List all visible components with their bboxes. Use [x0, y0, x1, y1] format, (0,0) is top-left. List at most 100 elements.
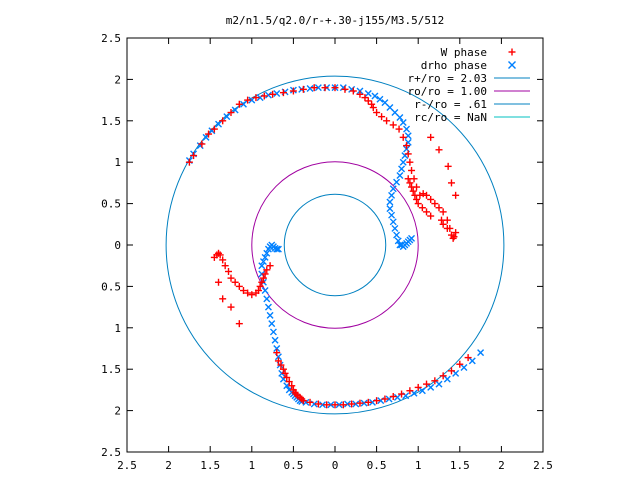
w-phase-point	[235, 320, 243, 328]
w-phase-point	[364, 97, 372, 105]
w-phase-point	[252, 94, 260, 102]
w-phase-point	[437, 216, 445, 224]
drho-phase-point	[443, 375, 451, 383]
drho-phase-point	[263, 249, 271, 257]
x-tick-label: 0	[332, 459, 339, 472]
w-phase-point	[452, 229, 460, 237]
w-phase-point	[205, 130, 213, 138]
drho-phase-point	[268, 320, 276, 328]
w-phase-point	[413, 195, 421, 203]
w-phase-point	[277, 361, 285, 369]
x-tick-label: 1	[248, 459, 255, 472]
w-phase-point	[279, 365, 287, 373]
w-phase-point	[431, 377, 439, 385]
data-points	[185, 84, 485, 409]
x-tick-label: 0.5	[283, 459, 303, 472]
w-phase-point	[435, 204, 443, 212]
w-phase-point	[323, 401, 331, 409]
drho-phase-point	[259, 258, 267, 266]
drho-phase-point	[399, 158, 407, 166]
drho-phase-point	[264, 303, 272, 311]
w-phase-point	[227, 109, 235, 117]
w-phase-point	[439, 208, 447, 216]
drho-phase-point	[393, 231, 401, 239]
drho-phase-point	[364, 89, 372, 97]
w-phase-point	[288, 382, 296, 390]
drho-phase-point	[261, 287, 269, 295]
w-phase-point	[259, 274, 267, 282]
w-phase-point	[283, 373, 291, 381]
w-phase-point	[369, 104, 377, 112]
w-phase-point	[219, 295, 227, 303]
w-phase-point	[414, 200, 422, 208]
drho-phase-point	[408, 234, 416, 242]
w-phase-point	[219, 117, 227, 125]
y-tick-label: 2.5	[101, 446, 121, 459]
w-phase-point	[261, 270, 269, 278]
w-phase-point	[314, 400, 322, 408]
drho-phase-point	[319, 401, 327, 409]
drho-phase-point	[335, 401, 343, 409]
w-phase-point	[279, 89, 287, 97]
w-phase-point	[285, 378, 293, 386]
w-phase-point	[450, 233, 458, 241]
drho-phase-point	[386, 198, 394, 206]
w-phase-point	[431, 200, 439, 208]
w-phase-point	[444, 162, 452, 170]
w-phase-point	[331, 84, 339, 92]
w-phase-point	[227, 303, 235, 311]
w-phase-point	[225, 267, 233, 275]
w-phase-point	[378, 113, 386, 121]
drho-phase-point	[427, 383, 435, 391]
drho-phase-point	[271, 336, 279, 344]
x-tick-label: 1.5	[200, 459, 220, 472]
x-tick-label: 2.5	[533, 459, 553, 472]
w-phase-point	[383, 117, 391, 125]
x-tick-label: 1	[415, 459, 422, 472]
drho-phase-point	[314, 84, 322, 92]
w-phase-point	[404, 150, 412, 158]
reference-circles	[165, 75, 505, 415]
x-tick-label: 0.5	[367, 459, 387, 472]
legend-label: r+/ro = 2.03	[408, 72, 487, 85]
drho-phase-point	[396, 171, 404, 179]
w-phase-point	[219, 256, 227, 264]
w-phase-point	[423, 208, 431, 216]
reference-circle	[283, 193, 387, 297]
w-phase-point	[427, 133, 435, 141]
y-tick-label: 1.5	[101, 363, 121, 376]
legend-label: drho phase	[421, 59, 487, 72]
w-phase-point	[356, 90, 364, 98]
x-tick-label: 2.5	[117, 459, 137, 472]
w-phase-point	[411, 191, 419, 199]
w-phase-point	[310, 84, 318, 92]
y-tick-label: 2	[114, 73, 121, 86]
w-phase-point	[341, 85, 349, 93]
w-phase-point	[447, 179, 455, 187]
drho-phase-point	[263, 295, 271, 303]
drho-phase-point	[418, 387, 426, 395]
w-phase-point	[408, 166, 416, 174]
w-phase-point	[299, 397, 307, 405]
w-phase-point	[395, 125, 403, 133]
w-phase-point	[281, 369, 289, 377]
w-phase-point	[248, 291, 256, 299]
y-tick-label: 2	[114, 405, 121, 418]
drho-phase-point	[269, 328, 277, 336]
drho-phase-point	[477, 349, 485, 357]
legend-label: rc/ro = NaN	[414, 111, 487, 124]
w-phase-point	[339, 401, 347, 409]
w-phase-point	[406, 387, 414, 395]
w-phase-point	[456, 360, 464, 368]
w-phase-point	[399, 133, 407, 141]
w-phase-point	[443, 224, 451, 232]
w-phase-point	[409, 187, 417, 195]
drho-phase-point	[508, 61, 516, 69]
w-phase-point	[361, 94, 369, 102]
drho-phase-point	[435, 380, 443, 388]
drho-phase-point	[215, 120, 223, 128]
drho-phase-point	[460, 364, 468, 372]
drho-phase-point	[239, 100, 247, 108]
